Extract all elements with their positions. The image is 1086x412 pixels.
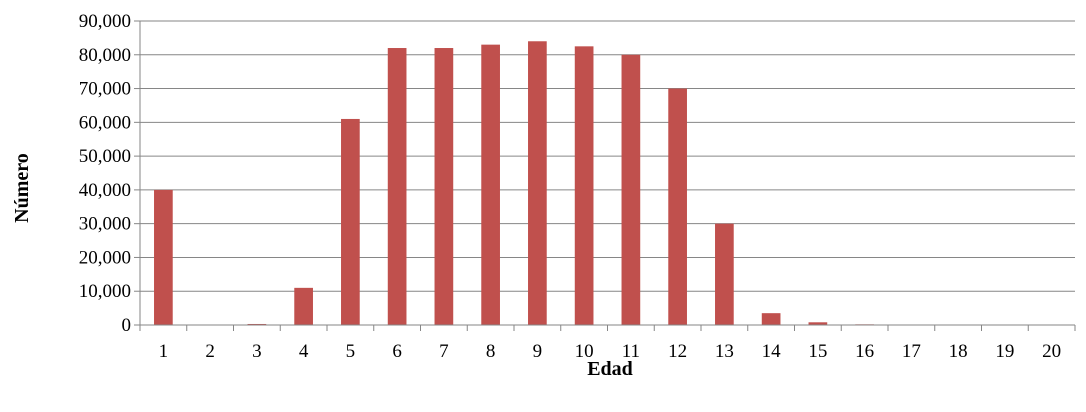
x-axis-title: Edad [587,358,633,380]
x-tick-label: 3 [252,341,262,362]
x-tick-label: 18 [949,341,968,362]
x-tick-label: 19 [995,341,1014,362]
bar [294,288,313,325]
y-tick-label: 80,000 [79,45,131,66]
x-tick-label: 15 [808,341,827,362]
x-tick-label: 16 [855,341,874,362]
x-tick-label: 4 [299,341,309,362]
bar [435,48,454,325]
y-tick-label: 50,000 [79,146,131,167]
bar [668,89,687,325]
x-tick-label: 2 [205,341,215,362]
x-tick-label: 12 [668,341,687,362]
bar [622,55,641,325]
x-tick-label: 9 [533,341,543,362]
bar [715,224,734,325]
y-tick-label: 60,000 [79,112,131,133]
y-tick-label: 90,000 [79,11,131,32]
axes [134,21,1075,331]
y-tick-label: 40,000 [79,180,131,201]
bar [528,41,547,325]
y-tick-label: 30,000 [79,214,131,235]
bar [575,46,594,325]
x-tick-label: 5 [346,341,356,362]
y-tick-label: 10,000 [79,281,131,302]
x-tick-label: 20 [1042,341,1061,362]
tick-labels: 0 10,000 20,000 30,000 40,000 50,000 60,000 70,… [79,11,1061,362]
bar [341,119,360,325]
y-axis-title: Número [11,153,33,223]
y-tick-label: 70,000 [79,79,131,100]
bar [388,48,407,325]
x-tick-label: 17 [902,341,921,362]
x-tick-label: 1 [159,341,169,362]
x-tick-label: 14 [762,341,782,362]
x-tick-label: 7 [439,341,449,362]
y-tick-label: 0 [122,315,132,336]
x-tick-label: 8 [486,341,496,362]
bar [481,45,500,325]
x-tick-label: 6 [392,341,402,362]
bar [762,313,781,325]
x-tick-label: 13 [715,341,734,362]
gridlines [140,21,1075,291]
bars [154,41,1014,325]
y-tick-label: 20,000 [79,247,131,268]
bar [154,190,173,325]
